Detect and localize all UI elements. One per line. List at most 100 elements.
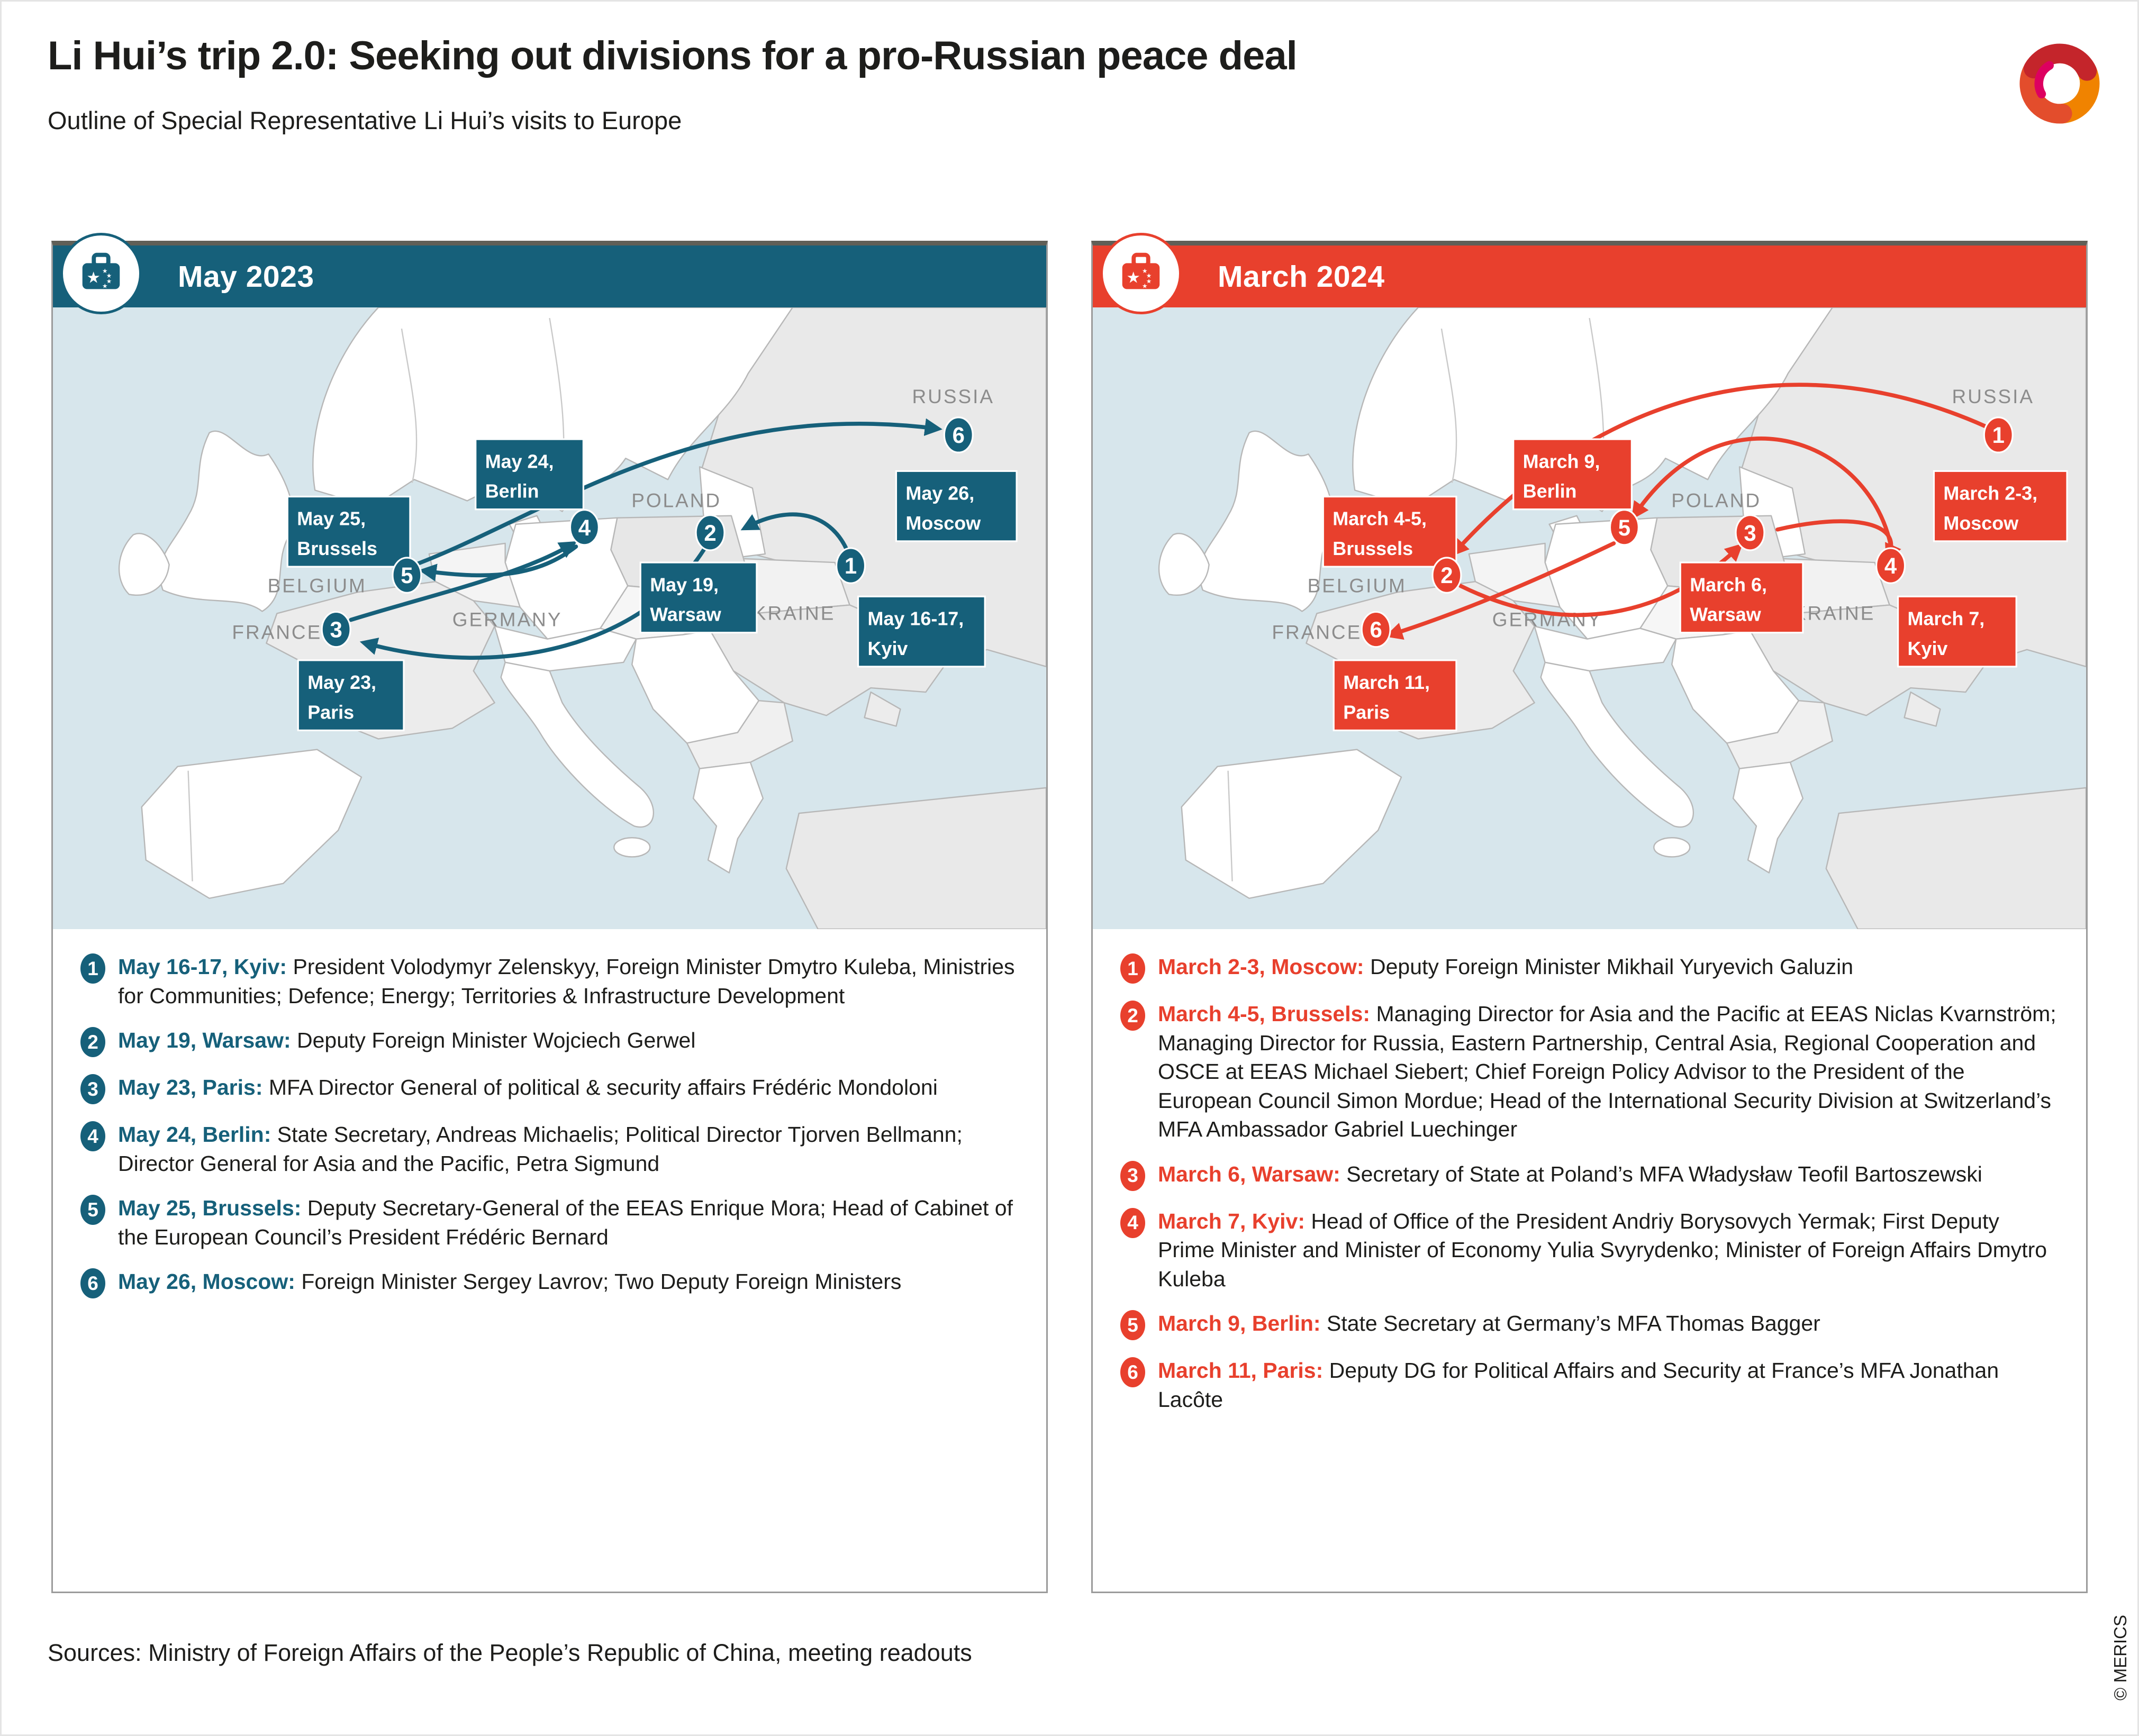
legend-item: 2 March 4-5, Brussels: Managing Director …	[1120, 999, 2059, 1144]
svg-text:Brussels: Brussels	[1333, 538, 1413, 559]
stop-number-badge: 5	[1120, 1310, 1145, 1341]
svg-text:Paris: Paris	[1343, 701, 1390, 723]
legend-text: May 25, Brussels: Deputy Secretary-Gener…	[118, 1196, 1013, 1249]
panel-header: ★ ★ ★ ★ ★ March 2024	[1093, 233, 2086, 314]
stop-marker: 2	[1431, 557, 1462, 594]
stop-marker: 5	[392, 557, 422, 594]
route-map: RUSSIA POLAND BELGIUM GERMANY UKRAINE FRANCE M…	[53, 307, 1046, 929]
panel-period-title: May 2023	[178, 259, 314, 294]
legend-text: March 11, Paris: Deputy DG for Political…	[1158, 1358, 1999, 1412]
legend-item: 1 May 16-17, Kyiv: President Volodymyr Ze…	[80, 952, 1019, 1010]
stop-number-badge: 5	[80, 1195, 105, 1225]
country-label: BELGIUM	[1308, 574, 1407, 596]
country-label: POLAND	[631, 489, 721, 512]
svg-text:4: 4	[578, 515, 591, 540]
suitcase-badge: ★ ★ ★ ★ ★	[1100, 233, 1182, 314]
stop-number-badge: 2	[80, 1027, 105, 1058]
legend-date-city: March 11, Paris:	[1158, 1358, 1324, 1383]
legend-date-city: March 2-3, Moscow:	[1158, 955, 1364, 979]
svg-text:★: ★	[106, 278, 112, 285]
legend-item: 3 May 23, Paris: MFA Director General of …	[80, 1073, 1019, 1105]
svg-text:★: ★	[1142, 282, 1148, 289]
svg-text:3: 3	[330, 617, 342, 642]
page-subtitle: Outline of Special Representative Li Hui…	[48, 106, 682, 134]
country-label: RUSSIA	[912, 385, 994, 407]
stop-number-badge: 6	[80, 1268, 105, 1299]
legend-text: March 4-5, Brussels: Managing Director f…	[1158, 1002, 2056, 1142]
svg-text:May 26,: May 26,	[905, 482, 974, 504]
svg-text:March 4-5,: March 4-5,	[1333, 508, 1427, 530]
stop-label-box: May 16-17, Kyiv	[857, 595, 986, 668]
svg-text:4: 4	[1884, 553, 1897, 578]
svg-text:Berlin: Berlin	[1523, 480, 1577, 502]
country-label: FRANCE	[232, 621, 322, 643]
svg-text:March 7,: March 7,	[1908, 607, 1985, 629]
legend-date-city: March 4-5, Brussels:	[1158, 1002, 1371, 1026]
stop-number-badge: 6	[1120, 1357, 1145, 1388]
stop-number-badge: 3	[1120, 1160, 1145, 1191]
stop-marker: 1	[836, 547, 866, 584]
stop-marker: 3	[321, 611, 351, 648]
svg-text:★: ★	[87, 269, 101, 287]
legend-date-city: May 25, Brussels:	[118, 1196, 302, 1221]
svg-text:5: 5	[1618, 515, 1630, 540]
svg-text:Moscow: Moscow	[1943, 512, 2019, 534]
svg-text:6: 6	[953, 423, 965, 448]
stop-marker: 6	[1361, 611, 1391, 648]
route-arrow	[419, 544, 578, 581]
route-arrow	[413, 418, 942, 567]
panels-row: ★ ★ ★ ★ ★ May 2023 RUSSIA POLAND BELGIUM GE…	[51, 233, 2088, 1593]
svg-text:★: ★	[1146, 278, 1152, 285]
svg-text:May 16-17,: May 16-17,	[868, 607, 964, 629]
stop-label-box: March 11, Paris	[1333, 659, 1457, 732]
legend-text: March 9, Berlin: State Secretary at Germ…	[1158, 1311, 1820, 1336]
stop-marker: 3	[1735, 514, 1765, 551]
stop-marker: 5	[1609, 509, 1639, 546]
legend-date-city: May 24, Berlin:	[118, 1122, 271, 1147]
stop-marker: 1	[1983, 416, 2014, 453]
svg-text:★: ★	[1127, 269, 1140, 287]
svg-text:Warsaw: Warsaw	[1690, 603, 1761, 625]
stop-label-box: May 26, Moscow	[895, 470, 1018, 542]
legend-item: 6 May 26, Moscow: Foreign Minister Sergey…	[80, 1267, 1019, 1299]
stop-label-box: May 23, Paris	[297, 659, 405, 732]
svg-text:Kyiv: Kyiv	[868, 638, 908, 659]
stop-number-badge: 4	[1120, 1207, 1145, 1238]
panel-may-2023: ★ ★ ★ ★ ★ May 2023 RUSSIA POLAND BELGIUM GE…	[51, 233, 1048, 1593]
stop-marker: 4	[569, 509, 600, 546]
legend-date-city: May 19, Warsaw:	[118, 1028, 291, 1053]
suitcase-badge: ★ ★ ★ ★ ★	[60, 233, 142, 314]
route-arrow	[1384, 541, 1616, 640]
svg-text:2: 2	[704, 521, 716, 546]
stop-number-badge: 1	[1120, 953, 1145, 984]
legend-item: 2 May 19, Warsaw: Deputy Foreign Minister…	[80, 1026, 1019, 1058]
legend-text: March 6, Warsaw: Secretary of State at P…	[1158, 1161, 1982, 1186]
svg-text:Brussels: Brussels	[297, 538, 377, 559]
svg-text:★: ★	[102, 282, 108, 289]
country-label: GERMANY	[452, 608, 563, 630]
panel-march-2024: ★ ★ ★ ★ ★ March 2024 RUSSIA POLAND BELGIUM…	[1091, 233, 2088, 1593]
svg-text:May 19,: May 19,	[650, 574, 719, 595]
svg-text:Warsaw: Warsaw	[650, 603, 721, 625]
stop-label-box: March 6, Warsaw	[1679, 561, 1804, 634]
svg-text:March 2-3,: March 2-3,	[1943, 482, 2037, 504]
route-map: RUSSIA POLAND BELGIUM GERMANY UKRAINE FRANCE M…	[1093, 307, 2086, 929]
svg-text:★: ★	[102, 267, 108, 275]
svg-text:1: 1	[845, 553, 857, 578]
legend-date-city: May 26, Moscow:	[118, 1269, 295, 1294]
legend-text: May 23, Paris: MFA Director General of p…	[118, 1075, 938, 1100]
svg-text:May 25,: May 25,	[297, 508, 366, 530]
svg-text:5: 5	[401, 563, 413, 588]
svg-text:March 9,: March 9,	[1523, 450, 1600, 472]
merics-logo-icon	[2019, 43, 2100, 124]
legend-date-city: March 7, Kyiv:	[1158, 1208, 1305, 1233]
legend-item: 5 March 9, Berlin: State Secretary at Ger…	[1120, 1309, 2059, 1341]
stop-label-box: March 4-5, Brussels	[1322, 495, 1457, 568]
svg-text:Berlin: Berlin	[485, 480, 539, 502]
copyright-note: © MERICS	[2110, 1615, 2130, 1701]
panel-header: ★ ★ ★ ★ ★ May 2023	[53, 233, 1046, 314]
legend-date-city: March 9, Berlin:	[1158, 1311, 1321, 1336]
stop-label-box: March 2-3, Moscow	[1933, 470, 2068, 542]
stop-marker: 4	[1875, 547, 1906, 584]
